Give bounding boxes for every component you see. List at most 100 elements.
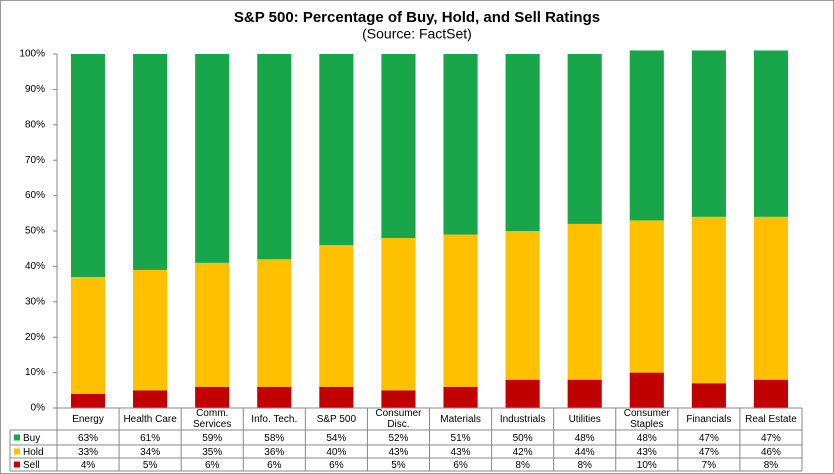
bar-segment xyxy=(257,386,292,408)
bar-segment xyxy=(753,50,789,217)
x-tick-cell: Consumer Staples xyxy=(623,408,670,430)
table-value: 52% xyxy=(388,433,408,444)
bar-segment xyxy=(257,259,292,387)
x-tick-label: Energy xyxy=(72,413,104,425)
x-tick-cell: S&P 500 xyxy=(316,413,357,425)
x-tick-cell: Utilities xyxy=(568,413,601,425)
table-value: 10% xyxy=(637,460,657,471)
x-tick-cell: Comm. Services xyxy=(193,408,232,430)
bar-segment xyxy=(319,386,354,408)
x-tick-label: Comm. Services xyxy=(193,408,232,430)
table-value: 8% xyxy=(515,460,530,471)
bar-segment xyxy=(70,54,106,278)
y-tick-label: 40% xyxy=(25,261,45,272)
y-tick-label: 100% xyxy=(19,49,45,60)
bar-segment xyxy=(133,269,168,391)
x-tick-label: Industrials xyxy=(499,413,546,425)
bar-segment xyxy=(629,220,664,373)
table-value: 6% xyxy=(453,460,468,471)
bar-segment xyxy=(691,216,726,384)
table-value: 42% xyxy=(513,447,533,458)
table-value: 47% xyxy=(699,447,719,458)
table-value: 54% xyxy=(326,433,346,444)
table-value: 40% xyxy=(326,447,346,458)
chart-subtitle: (Source: FactSet) xyxy=(362,26,472,42)
table-value: 5% xyxy=(391,460,406,471)
table-value: 33% xyxy=(78,447,98,458)
legend-swatch xyxy=(14,461,20,468)
bar-segment xyxy=(381,238,416,391)
bar-segment xyxy=(257,54,292,260)
x-tick-cell: Consumer Disc. xyxy=(375,408,422,430)
table-value: 8% xyxy=(577,460,592,471)
y-tick-label: 30% xyxy=(25,296,45,307)
table-value: 59% xyxy=(202,433,222,444)
legend-swatch xyxy=(14,448,20,455)
bar-segment xyxy=(505,379,540,408)
table-value: 48% xyxy=(637,433,657,444)
x-tick-label: Health Care xyxy=(123,413,177,425)
legend-label: Hold xyxy=(23,447,44,458)
x-tick-label: S&P 500 xyxy=(316,413,357,425)
bar-segment xyxy=(195,262,230,387)
y-tick-label: 20% xyxy=(25,332,45,343)
bar-segment xyxy=(505,54,540,231)
table-value: 46% xyxy=(761,447,781,458)
table-value: 61% xyxy=(140,433,160,444)
y-tick-label: 10% xyxy=(25,367,45,378)
table-value: 47% xyxy=(699,433,719,444)
bar-segment xyxy=(195,54,230,263)
bar-segment xyxy=(443,234,478,387)
y-tick-label: 80% xyxy=(25,119,45,130)
bar-segment xyxy=(443,54,478,235)
x-tick-label: Materials xyxy=(440,413,481,425)
x-tick-cell: Industrials xyxy=(499,413,546,425)
table-value: 6% xyxy=(329,460,344,471)
legend-swatch xyxy=(14,434,20,441)
y-tick-label: 70% xyxy=(25,155,45,166)
x-tick-label: Info. Tech. xyxy=(251,413,298,425)
table-value: 63% xyxy=(78,433,98,444)
bar-segment xyxy=(133,390,168,408)
legend-label: Sell xyxy=(23,460,40,471)
table-value: 48% xyxy=(575,433,595,444)
x-tick-label: Consumer Staples xyxy=(623,408,670,430)
y-tick-label: 0% xyxy=(31,403,46,414)
table-value: 6% xyxy=(205,460,220,471)
legend-label: Buy xyxy=(23,433,40,444)
x-tick-label: Real Estate xyxy=(745,413,797,425)
table-value: 47% xyxy=(761,433,781,444)
table-value: 7% xyxy=(702,460,717,471)
bar-segment xyxy=(505,231,540,380)
table-value: 43% xyxy=(451,447,471,458)
x-tick-label: Consumer Disc. xyxy=(375,408,422,430)
bar-segment xyxy=(567,223,602,380)
bar-segment xyxy=(70,277,106,394)
bar-segment xyxy=(753,216,789,380)
table-value: 43% xyxy=(388,447,408,458)
table-value: 44% xyxy=(575,447,595,458)
table-value: 36% xyxy=(264,447,284,458)
bar-segment xyxy=(629,372,664,408)
bar-segment xyxy=(567,379,602,408)
x-tick-label: Financials xyxy=(686,413,732,425)
bar-segment xyxy=(133,54,168,270)
bar-segment xyxy=(381,390,416,408)
x-tick-cell: Materials xyxy=(440,413,481,425)
y-tick-label: 50% xyxy=(25,226,45,237)
bar-segment xyxy=(443,386,478,408)
bar-segment xyxy=(319,245,354,387)
table-value: 6% xyxy=(267,460,282,471)
bar-segment xyxy=(195,386,230,408)
y-tick-label: 60% xyxy=(25,190,45,201)
table-value: 35% xyxy=(202,447,222,458)
bar-segment xyxy=(629,50,664,221)
x-tick-cell: Real Estate xyxy=(745,413,797,425)
x-tick-cell: Energy xyxy=(72,413,104,425)
x-tick-label: Utilities xyxy=(568,413,601,425)
table-value: 43% xyxy=(637,447,657,458)
table-value: 4% xyxy=(81,460,96,471)
bar-segment xyxy=(753,379,789,408)
x-tick-cell: Financials xyxy=(686,413,732,425)
